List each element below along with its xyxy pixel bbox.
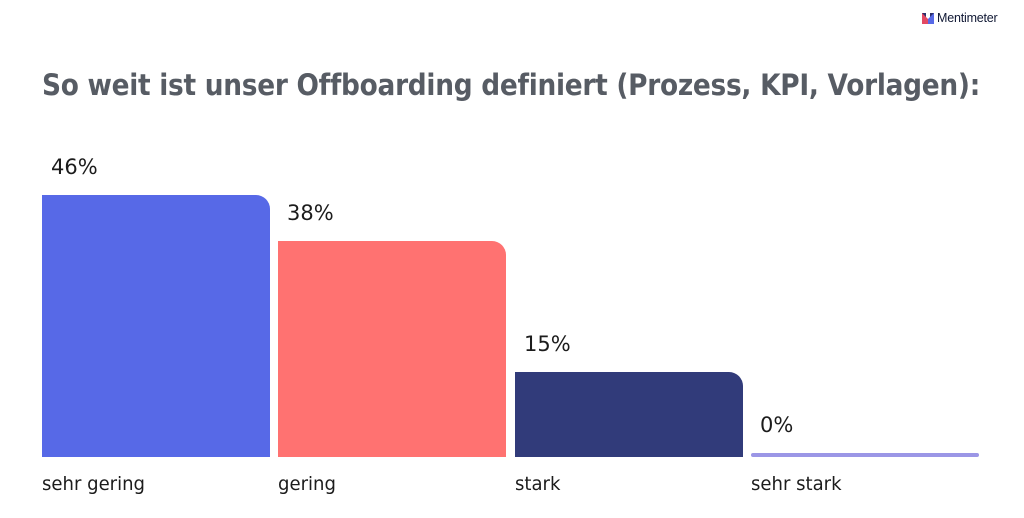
bar-sehr-gering xyxy=(42,195,270,457)
bar-stark xyxy=(515,372,743,457)
bar-value-label: 38% xyxy=(287,201,334,225)
category-label: sehr stark xyxy=(751,473,842,495)
bar-gering xyxy=(278,241,506,457)
question-title: So weit ist unser Offboarding definiert … xyxy=(42,68,980,102)
bar-value-label: 0% xyxy=(760,413,794,437)
bar-sehr-stark xyxy=(751,453,979,457)
category-label: stark xyxy=(515,473,561,495)
bar-value-label: 15% xyxy=(524,332,571,356)
brand-name: Mentimeter xyxy=(937,11,998,25)
mentimeter-logo: Mentimeter xyxy=(922,11,998,25)
mentimeter-logo-icon xyxy=(922,12,934,24)
bar-value-label: 46% xyxy=(51,155,98,179)
category-label: sehr gering xyxy=(42,473,146,495)
category-label: gering xyxy=(278,473,336,495)
